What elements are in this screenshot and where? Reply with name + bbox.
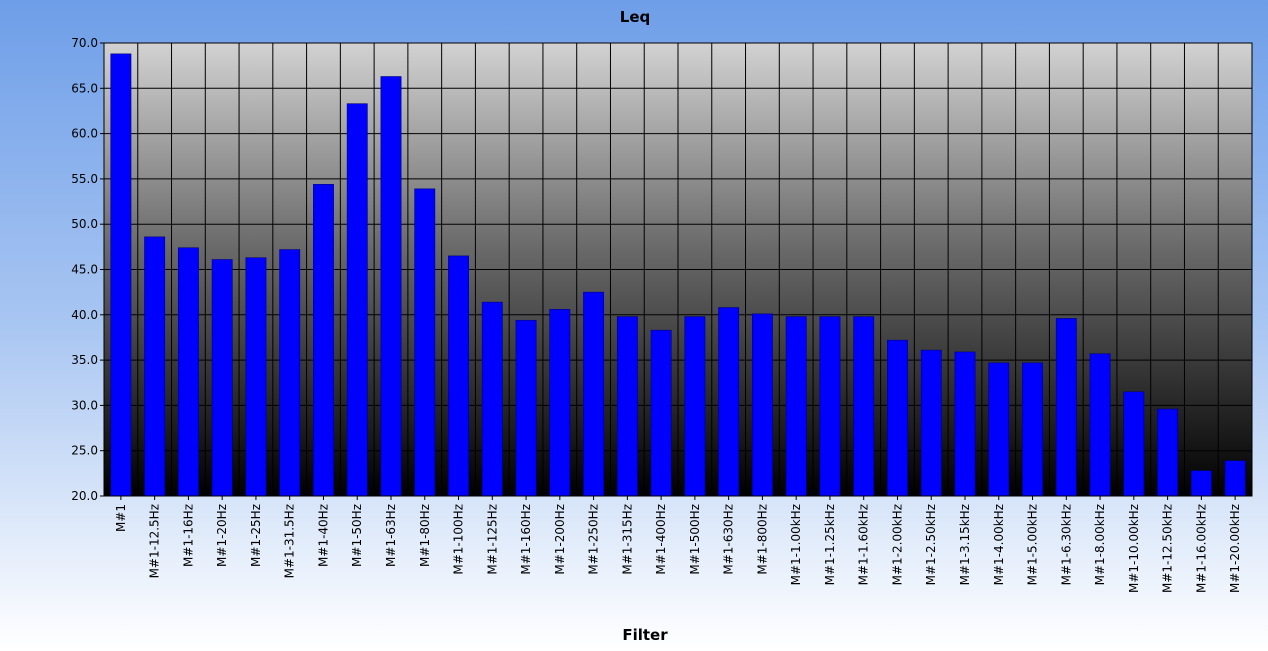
x-tick-label: M#1-63Hz [384,504,398,567]
bar-16 [650,329,672,497]
bar-24 [920,349,942,497]
x-tick-label: M#1-12.5Hz [148,504,162,578]
x-tick-label: M#1-20.00kHz [1228,504,1242,593]
y-tick-label: 70.0 [71,36,98,50]
x-tick-label: M#1-250Hz [587,504,601,575]
x-tick-label: M#1-31.5Hz [283,504,297,578]
y-tick-label: 45.0 [71,263,98,277]
x-tick-label: M#1-160Hz [519,504,533,575]
bar-5 [279,249,301,497]
x-tick-label: M#1-20Hz [215,504,229,567]
y-tick-label: 65.0 [71,81,98,95]
x-tick-label: M#1-40Hz [316,504,330,567]
bar-12 [515,319,537,497]
x-tick-label: M#1-315Hz [620,504,634,575]
chart-title: Leq [620,8,650,26]
x-tick-label: M#1 [114,504,128,532]
x-tick-label: M#1-25Hz [249,504,263,567]
x-tick-label: M#1-3.15kHz [958,504,972,585]
bar-27 [1022,362,1043,497]
x-tick-label: M#1-5.00kHz [1026,504,1040,585]
bar-3 [211,259,233,497]
bar-32 [1190,470,1212,497]
x-tick-label: M#1-6.30kHz [1059,504,1073,585]
x-tick-label: M#1-1.25kHz [823,504,837,585]
y-tick-label: 30.0 [71,398,98,412]
x-tick-label: M#1-2.50kHz [924,504,938,585]
bar-19 [751,313,773,497]
y-tick-label: 40.0 [71,308,98,322]
bars [110,53,1246,497]
x-tick-label: M#1-200Hz [553,504,567,575]
bar-4 [245,257,267,497]
bar-25 [954,351,976,497]
bar-29 [1089,353,1111,497]
x-tick-label: M#1-8.00kHz [1093,504,1107,585]
x-tick-label: M#1-400Hz [654,504,668,575]
x-tick-label: M#1-2.00kHz [890,504,904,585]
x-tick-label: M#1-10.00kHz [1127,504,1141,593]
x-tick-label: M#1-4.00kHz [992,504,1006,585]
bar-15 [616,316,638,497]
x-tick-label: M#1-16Hz [181,504,195,567]
bar-22 [853,316,875,497]
bar-1 [144,236,166,497]
bar-8 [380,76,402,497]
bar-28 [1055,318,1077,497]
y-tick-label: 50.0 [71,217,98,231]
y-axis-ticks: 20.0 25.0 30.0 35.0 40.0 45.0 50.0 55.0 60.0 65.0… [71,36,104,503]
bar-11 [481,301,503,497]
bar-14 [583,291,605,497]
y-tick-label: 20.0 [71,489,98,503]
x-tick-label: M#1-16.00kHz [1194,504,1208,593]
bar-21 [819,316,841,497]
y-tick-label: 35.0 [71,353,98,367]
bar-31 [1157,408,1179,497]
x-tick-label: M#1-1.60kHz [857,504,871,585]
x-tick-label: M#1-125Hz [485,504,499,575]
bar-33 [1224,460,1246,497]
bar-23 [887,339,908,497]
bar-20 [785,316,807,497]
x-tick-label: M#1-80Hz [418,504,432,567]
bar-7 [346,103,368,497]
x-tick-label: M#1-500Hz [688,504,702,575]
bar-10 [448,255,469,497]
bar-26 [988,362,1010,497]
bar-0 [110,53,132,497]
x-tick-label: M#1-630Hz [722,504,736,575]
x-tick-label: M#1-100Hz [452,504,466,575]
y-tick-label: 55.0 [71,172,98,186]
y-tick-label: 60.0 [71,127,98,141]
x-axis-label: Filter [622,626,668,644]
bar-9 [414,188,436,497]
y-tick-label: 25.0 [71,444,98,458]
bar-18 [718,307,740,497]
bar-30 [1123,391,1145,497]
bar-6 [313,184,334,497]
bar-17 [684,316,706,497]
x-tick-label: M#1-1.00kHz [789,504,803,585]
x-tick-label: M#1-50Hz [350,504,364,567]
bar-2 [177,247,199,497]
x-tick-label: M#1-800Hz [755,504,769,575]
bar-13 [549,309,571,497]
x-axis-ticks: M#1 M#1-12.5Hz M#1-16Hz M#1-20Hz M#1-25Hz M#1… [114,496,1242,593]
x-tick-label: M#1-12.50kHz [1161,504,1175,593]
